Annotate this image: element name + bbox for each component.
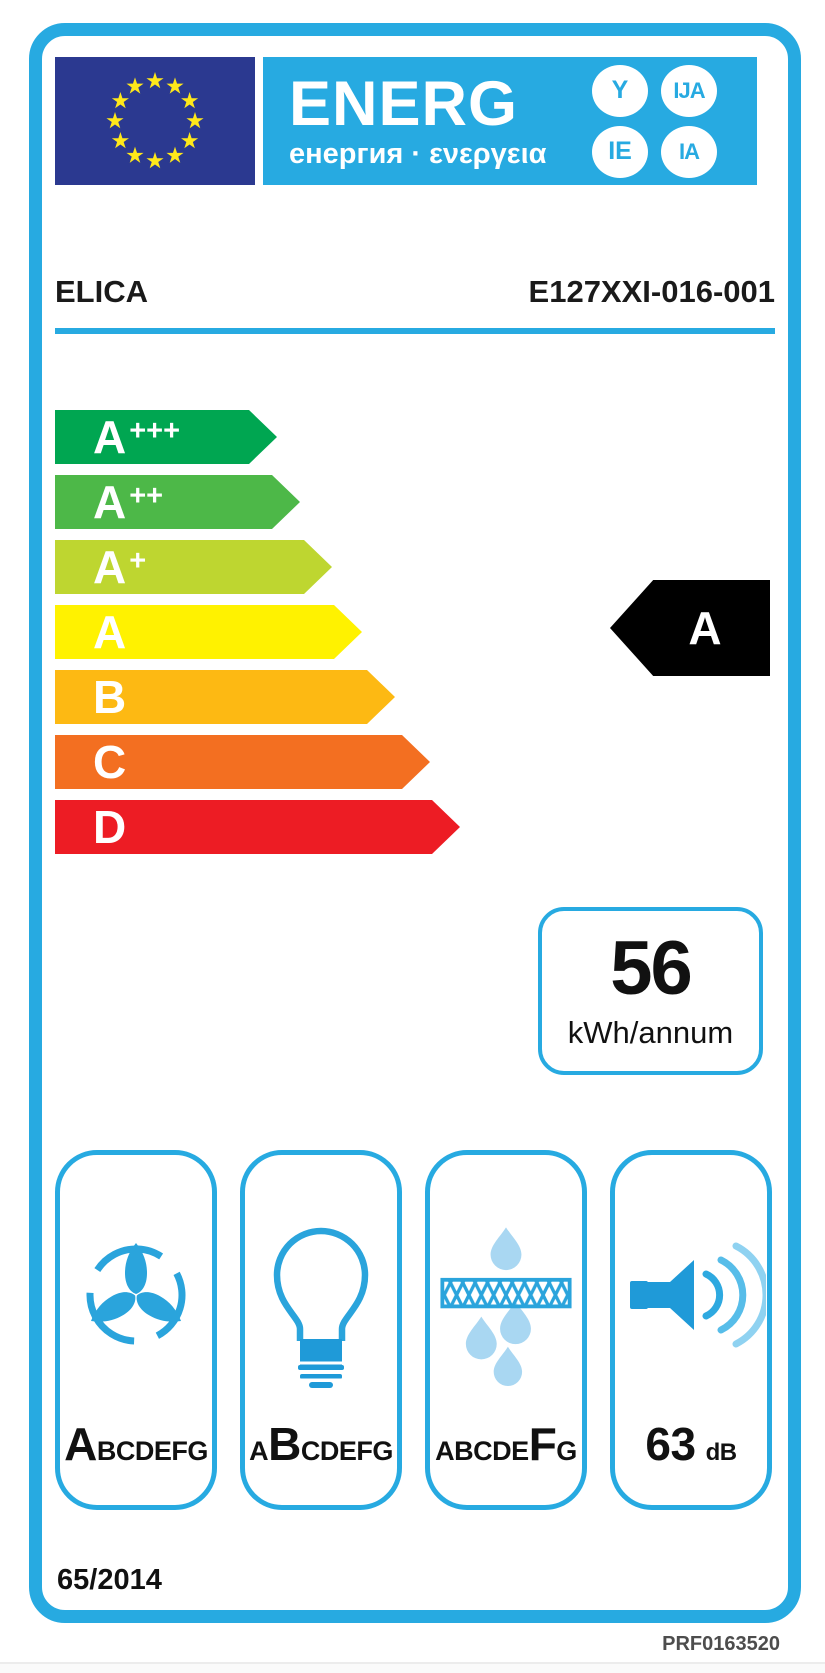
print-code: PRF0163520 (662, 1633, 780, 1655)
grade-plus: ++ (129, 479, 164, 512)
scale-arrow: D (55, 800, 460, 854)
model-number: E127XXI-016-001 (528, 274, 775, 309)
scale-arrow: A (55, 605, 362, 659)
grade-letter: B (93, 671, 127, 723)
feature-noise-level: 63 dB (610, 1150, 772, 1510)
energ-subtitle: енергия · ενεργεια (289, 138, 547, 170)
scale-arrow: A ++ (55, 475, 300, 529)
energ-banner: ENERG енергия · ενεργεια Y IJA IE IA (263, 57, 757, 185)
grade-letter: A (93, 411, 127, 463)
brand-row: ELICA E127XXI-016-001 (55, 274, 775, 310)
rating-indicator: A (610, 580, 770, 676)
brand-name: ELICA (55, 274, 148, 309)
language-badges: Y IJA IE IA (592, 64, 717, 178)
grades-before: A (249, 1436, 269, 1466)
grades-after: CDEFG (300, 1436, 394, 1466)
noise-value-row: 63 dB (615, 1417, 767, 1471)
grade-letter: A (93, 476, 127, 528)
scale-arrow: A +++ (55, 410, 277, 464)
badge-ie: IE (592, 125, 648, 178)
bulb-icon (273, 1227, 369, 1388)
grade-plus: +++ (129, 414, 181, 447)
divider (55, 328, 775, 334)
badge-ija: IJA (661, 64, 717, 117)
noise-value: 63 (645, 1418, 696, 1470)
efficiency-scale: A +++ A ++ A + A B C D A (55, 410, 788, 865)
grade-letter: C (93, 736, 127, 788)
rating-grade: A (688, 602, 722, 654)
energ-title: ENERG (289, 69, 519, 139)
badge-ia: IA (661, 125, 717, 178)
eu-flag-stars (106, 72, 204, 169)
feature-lighting-efficiency: A B CDEFG (240, 1150, 402, 1510)
grease-filter-icon (440, 1227, 572, 1387)
feature-boxes: A BCDEFG A B CDEFG (55, 1150, 772, 1510)
label-header: ENERG енергия · ενεργεια Y IJA IE IA (55, 57, 757, 185)
grade-letter: D (93, 801, 127, 853)
consumption-value: 56 (610, 926, 693, 1011)
noise-unit: dB (705, 1439, 738, 1466)
selected-grade: F (528, 1418, 557, 1470)
scale-arrow: A + (55, 540, 332, 594)
selected-grade: B (268, 1418, 301, 1470)
grades-before: ABCDE (435, 1436, 529, 1466)
badge-y: Y (592, 64, 648, 117)
page-edge (0, 1662, 825, 1673)
grade-letter: A (93, 541, 127, 593)
eu-flag (55, 57, 255, 185)
grades-after: BCDEFG (96, 1436, 209, 1466)
grades-after: G (556, 1436, 577, 1466)
feature-grease-filtering: ABCDE F G (425, 1150, 587, 1510)
energy-label: ENERG енергия · ενεργεια Y IJA IE IA ELI… (29, 23, 801, 1623)
consumption-unit: kWh/annum (567, 1015, 734, 1050)
selected-grade: A (64, 1418, 97, 1470)
fan-icon (86, 1243, 186, 1345)
annual-consumption-box: 56 kWh/annum (538, 907, 763, 1075)
grade-letter: A (93, 606, 127, 658)
scale-arrow: C (55, 735, 430, 789)
speaker-icon (630, 1242, 766, 1348)
regulation-number: 65/2014 (57, 1564, 162, 1596)
feature-fluid-dynamic-efficiency: A BCDEFG (55, 1150, 217, 1510)
grade-plus: + (129, 544, 147, 577)
scale-arrow: B (55, 670, 395, 724)
